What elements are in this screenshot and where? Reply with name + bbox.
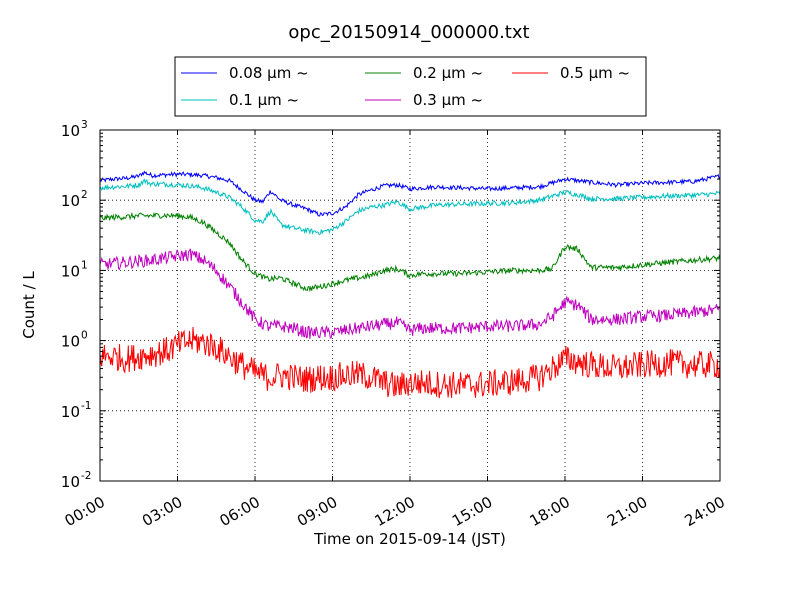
legend: 0.08 μm ~ 0.1 μm ~ 0.2 μm ~ 0.3 μm ~ 0.5 μm … (174, 56, 647, 117)
y-tick-label-base: 10 (61, 473, 80, 491)
y-tick-label: 10 -2 (61, 470, 92, 491)
chart-title: opc_20150914_000000.txt (288, 22, 529, 43)
y-tick-label: 10 -1 (61, 400, 92, 421)
series-line (99, 178, 721, 236)
grid-layer (100, 130, 720, 481)
series-layer (99, 170, 721, 399)
y-tick-label: 10 1 (61, 259, 88, 280)
y-tick-label-base: 10 (61, 333, 80, 351)
y-tick-label: 10 3 (61, 119, 88, 140)
y-tick-label-base: 10 (61, 122, 80, 140)
y-tick-label-exponent: 3 (81, 119, 88, 131)
legend-label: 0.08 μm ~ (229, 64, 309, 82)
y-tick-label-exponent: 2 (81, 189, 88, 201)
y-tick-label-base: 10 (61, 403, 80, 421)
series-line (99, 326, 721, 399)
y-tick-label-exponent: 1 (81, 259, 88, 271)
y-tick-label: 10 0 (61, 330, 88, 351)
legend-label: 0.1 μm ~ (229, 91, 299, 109)
y-axis-label: Count / L (20, 271, 38, 339)
y-tick-label-base: 10 (61, 192, 80, 210)
legend-label: 0.5 μm ~ (560, 64, 630, 82)
series-line (99, 211, 721, 293)
x-axis-label: Time on 2015-09-14 (JST) (313, 530, 506, 548)
y-tick-label: 10 2 (61, 189, 88, 210)
legend-label: 0.3 μm ~ (413, 91, 483, 109)
series-line (99, 248, 721, 339)
y-tick-label-base: 10 (61, 262, 80, 280)
y-tick-label-exponent: 0 (81, 330, 88, 342)
legend-box (174, 56, 647, 117)
series-line (99, 170, 721, 217)
y-tick-label-exponent: -2 (81, 470, 91, 482)
y-tick-label-exponent: -1 (81, 400, 91, 412)
legend-label: 0.2 μm ~ (413, 64, 483, 82)
